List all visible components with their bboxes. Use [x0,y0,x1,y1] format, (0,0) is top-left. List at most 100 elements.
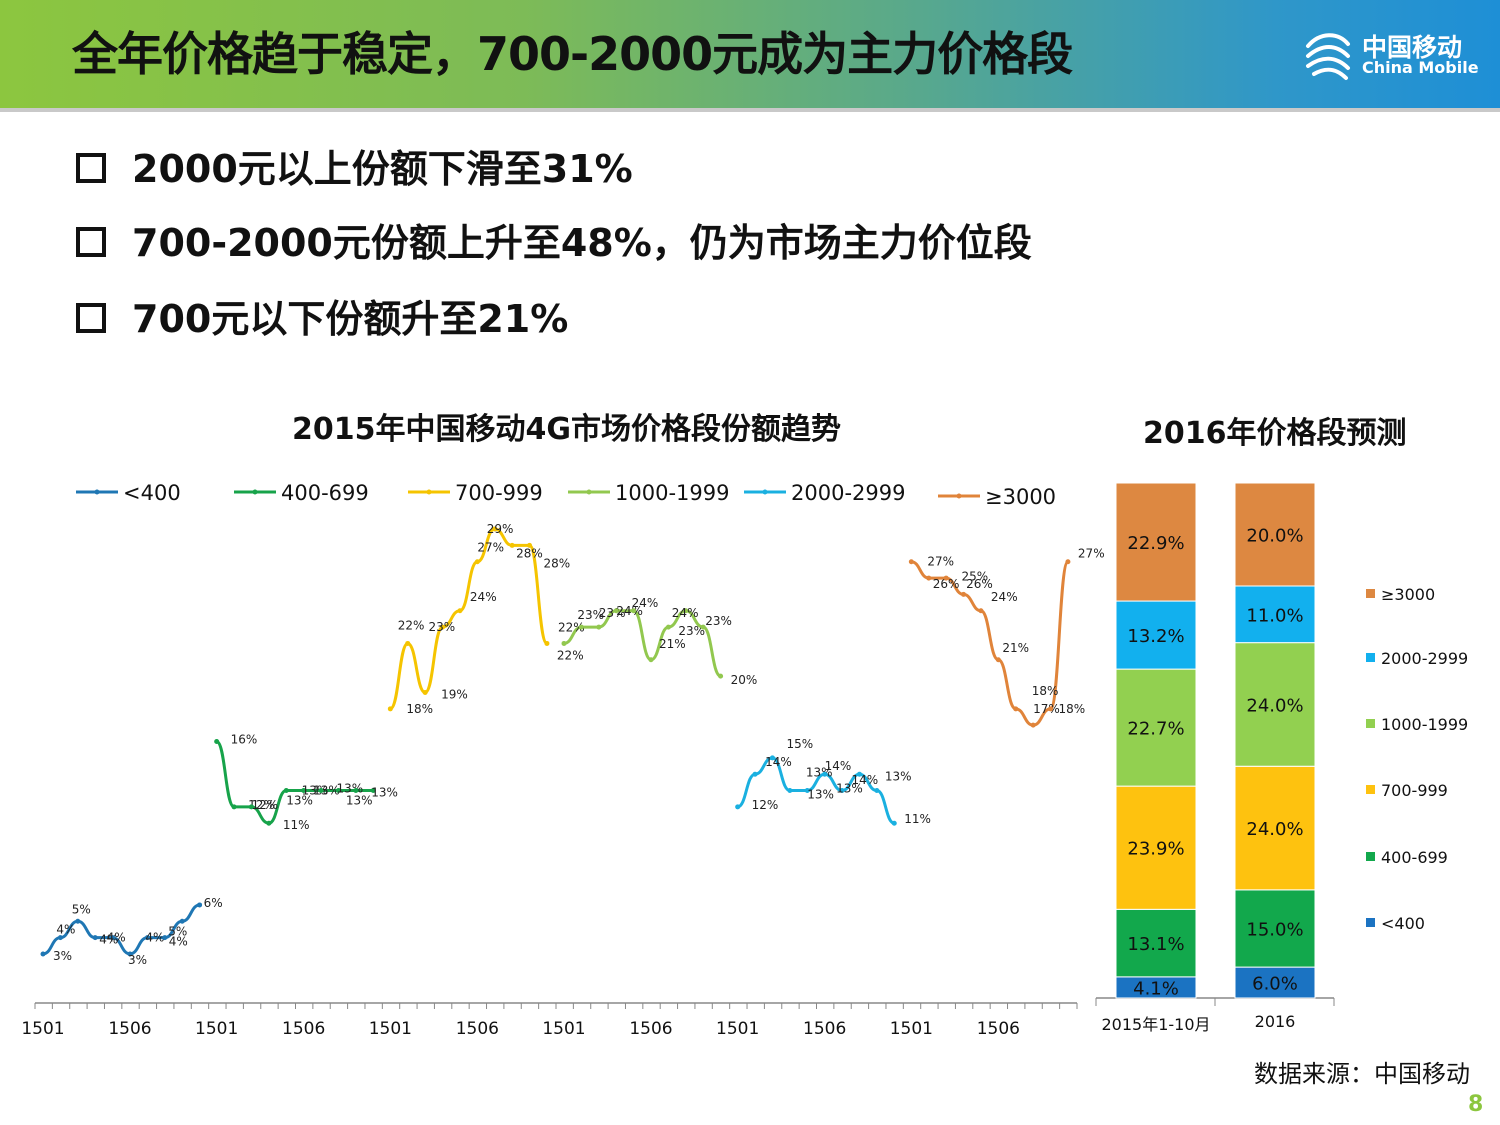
data-label: 18% [1059,702,1086,716]
bar-data-label: 24.0% [1246,819,1303,840]
data-point [527,542,533,548]
data-label: 29% [487,522,514,536]
data-label: 4% [107,931,126,945]
data-point [127,951,133,957]
data-point [179,918,185,924]
data-point [787,788,793,794]
data-point [926,575,932,581]
data-label: 5% [168,924,187,938]
bar-category-label: 2015年1-10月 [1101,1015,1210,1034]
data-label: 27% [477,541,504,555]
data-point [492,526,498,532]
series-line-2 [388,527,549,711]
data-point [683,608,689,614]
legend-label: 1000-1999 [615,481,729,505]
checkbox-icon [76,152,106,183]
data-point [978,608,984,614]
bullet-text: 700-2000元份额上升至48%，仍为市场主力价位段 [132,221,1032,265]
data-point [578,624,584,630]
data-point [613,608,619,614]
data-label: 24% [616,604,643,618]
line-chart-title: 2015年中国移动4G市场价格段份额趋势 [292,412,841,447]
stacked-bar-segment [1234,765,1316,891]
data-point [665,624,671,630]
data-point [995,657,1001,663]
data-label: 6% [204,896,223,910]
data-label: 12% [251,798,278,812]
data-point [1030,722,1036,728]
data-label: 22% [398,618,425,632]
bar-legend-swatch [1366,852,1375,861]
bullet-text: 700元以下份额升至21% [132,297,569,341]
bullet-item: 700-2000元份额上升至48%，仍为市场主力价位段 [76,212,1032,267]
checkbox-icon [76,302,106,333]
data-point [718,673,724,679]
data-label: 27% [1078,547,1105,561]
x-tick-label: 1506 [282,1019,325,1039]
data-point [162,935,168,941]
x-tick-label: 1506 [456,1019,499,1039]
data-point [735,804,741,810]
bar-data-label: 15.0% [1246,919,1303,940]
data-point [144,935,150,941]
data-point [700,624,706,630]
data-label: 24% [991,590,1018,604]
data-point [561,640,567,646]
stacked-bar-segment [1115,908,1197,978]
data-point [422,689,428,695]
data-point [57,935,63,941]
data-label: 24% [672,606,699,620]
checkbox-icon [76,226,106,257]
data-point [804,788,810,794]
data-label: 23% [429,620,456,634]
bar-data-label: 20.0% [1246,526,1303,547]
data-label: 21% [1002,641,1029,655]
data-label: 16% [231,733,258,747]
stacked-bar-segment [1115,600,1197,670]
data-point [544,640,550,646]
data-label: 13% [346,794,373,808]
data-label: 12% [752,798,779,812]
legend-marker [586,489,592,495]
data-label: 17% [1033,702,1060,716]
bar-legend-label: ≥3000 [1381,585,1435,604]
x-tick-label: 1506 [977,1019,1020,1039]
data-label: 4% [145,931,164,945]
data-point [509,542,515,548]
data-point [891,820,897,826]
data-label: 13% [807,788,834,802]
data-point [457,608,463,614]
legend-label: <400 [123,481,181,505]
bar-legend-label: 1000-1999 [1381,715,1468,734]
bar-legend-label: 700-999 [1381,781,1448,800]
data-label: 20% [731,673,758,687]
data-point [370,788,376,794]
data-label: 23% [599,606,626,620]
data-point [318,788,324,794]
bar-data-label: 23.9% [1127,839,1184,860]
data-point [75,918,81,924]
data-point [353,788,359,794]
data-label: 14% [825,759,852,773]
data-label: 18% [1032,684,1059,698]
bar-data-label: 13.2% [1127,626,1184,647]
legend-label: 700-999 [455,481,543,505]
data-label: 11% [283,818,310,832]
data-point [231,804,237,810]
stacked-bar-segment [1234,642,1316,767]
series-line-1 [215,740,374,825]
data-point [110,935,116,941]
data-label: 18% [406,702,433,716]
bar-legend-swatch [1366,785,1375,794]
data-label: 4% [56,923,75,937]
data-label: 22% [557,648,584,662]
bar-data-label: 6.0% [1252,974,1298,995]
series-line-3 [563,609,722,678]
stacked-bar-segment [1234,482,1316,587]
bar-legend-label: <400 [1381,914,1425,933]
data-label: 26% [933,577,960,591]
bar-chart-title: 2016年价格段预测 [1143,416,1407,451]
data-point [822,771,828,777]
data-label: 24% [632,596,659,610]
legend-label: 400-699 [281,481,369,505]
